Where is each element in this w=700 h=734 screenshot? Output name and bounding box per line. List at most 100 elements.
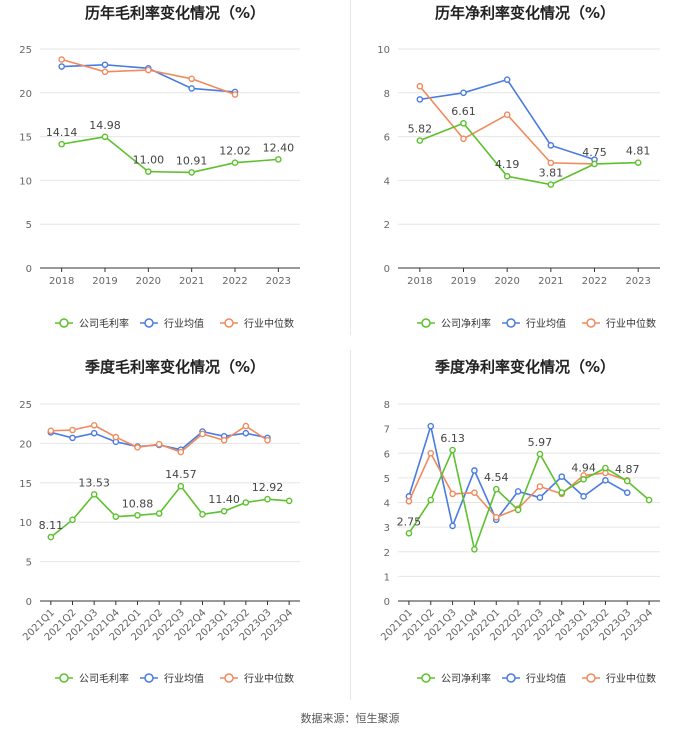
quarter-gross-ytick-label-0: 0: [26, 597, 32, 608]
annual-net-xtick-label-0: 2018: [407, 276, 432, 287]
quarter-gross-point-industry_avg-9: [242, 429, 250, 437]
annual-net-legend-label-industry_median: 行业中位数: [606, 317, 656, 330]
annual-net-ytick-label-1: 2: [384, 220, 390, 231]
vertical-divider-top: [350, 0, 351, 335]
quarter-net-point-company-9: [602, 464, 609, 472]
quarter-net-point-industry_avg-8: [580, 493, 587, 500]
annual-net-point-industry_median-1: [460, 135, 467, 143]
quarter-net-point-industry_median-6: [536, 483, 544, 490]
annual-gross-ytick-label-0: 0: [26, 264, 32, 275]
quarter-gross-point-industry_avg-1: [69, 434, 76, 442]
quarter-gross-legend-marker-industry_median: [224, 673, 234, 683]
annual-net-point-industry_median-2: [503, 111, 511, 118]
quarter-gross-series-line-company: [50, 484, 290, 538]
quarter-net-data-label-2: 6.13: [440, 432, 465, 445]
quarter-net-point-company-1: [427, 496, 435, 504]
annual-net-legend-marker-industry_avg: [506, 318, 516, 328]
annual-net-legend-marker-industry_median: [586, 318, 596, 328]
annual-net-ytick-label-0: 0: [384, 264, 390, 275]
quarter-net-point-industry_median-2: [449, 490, 456, 498]
annual-gross-point-company-5: [275, 156, 282, 163]
annual-gross-data-label-1: 14.98: [89, 119, 121, 132]
quarter-gross-point-company-5: [155, 510, 163, 517]
annual-net-ytick-label-5: 10: [377, 45, 390, 56]
quarter-net-point-industry_avg-9: [602, 477, 609, 484]
data-source-note: 数据来源：恒生聚源: [300, 712, 400, 725]
annual-gross-point-company-1: [101, 133, 109, 141]
annual-gross-point-industry_avg-1: [101, 61, 109, 69]
quarter-net-data-label-10: 4.87: [615, 463, 640, 476]
annual-net-point-company-3: [547, 181, 555, 188]
quarter-net-point-company-5: [514, 506, 522, 514]
quarter-gross-data-label-2: 13.53: [78, 476, 110, 489]
quarter-gross-point-company-1: [69, 516, 76, 524]
quarter-net-point-company-11: [645, 496, 653, 504]
annual-gross-legend-label-industry_avg: 行业均值: [164, 317, 204, 330]
quarter-gross-point-industry_median-10: [264, 436, 271, 444]
quarter-net-point-industry_median-3: [471, 489, 478, 496]
quarter-gross-legend-marker-industry_avg: [144, 673, 154, 683]
quarter-gross-point-industry_median-3: [112, 433, 120, 441]
quarter-net-legend-marker-industry_median: [586, 673, 596, 683]
quarter-gross-legend-label-company: 公司毛利率: [79, 672, 129, 685]
annual-gross-xtick-label-2: 2020: [136, 276, 161, 287]
annual-gross-data-label-5: 12.40: [263, 141, 295, 154]
quarter-gross-ytick-label-4: 20: [19, 439, 32, 450]
annual-gross-xtick-label-3: 2021: [179, 276, 204, 287]
annual-net-xtick-label-4: 2022: [582, 276, 607, 287]
quarter-net-legend-label-industry_median: 行业中位数: [606, 672, 656, 685]
quarter-net-legend-marker-company: [421, 673, 431, 683]
quarter-net-data-label-0: 2.75: [397, 515, 422, 528]
annual-net-data-label-3: 3.81: [539, 167, 564, 180]
quarter-net-data-label-6: 5.97: [528, 436, 553, 449]
annual-gross-point-industry_median-4: [231, 91, 239, 98]
quarter-gross-point-industry_avg-2: [90, 429, 98, 437]
quarter-gross-point-company-6: [177, 482, 185, 490]
annual-gross-xtick-label-1: 2019: [92, 276, 117, 287]
annual-net-point-company-1: [460, 119, 467, 127]
quarter-net-point-industry_avg-5: [514, 488, 522, 495]
annual-gross-point-industry_median-2: [145, 66, 152, 74]
annual-net-point-industry_avg-3: [547, 142, 555, 149]
annual-net-point-industry_median-3: [547, 159, 555, 167]
annual-gross-legend-label-company: 公司毛利率: [79, 317, 129, 330]
quarter-gross-point-industry_median-4: [134, 444, 141, 451]
annual-gross-title: 历年毛利率变化情况（%）: [85, 4, 265, 22]
quarter-net-point-industry_median-1: [427, 449, 435, 457]
quarter-gross-legend-marker-company: [59, 673, 69, 683]
annual-net-data-label-1: 6.61: [451, 105, 476, 118]
annual-gross-data-label-4: 12.02: [219, 145, 251, 158]
quarter-gross-legend-label-industry_avg: 行业均值: [164, 672, 204, 685]
quarter-net-point-industry_avg-2: [449, 522, 456, 530]
annual-net-series-line-company: [419, 122, 639, 186]
quarter-gross-point-company-2: [90, 491, 98, 498]
annual-gross-point-industry_median-0: [58, 56, 65, 63]
quarter-gross-point-company-7: [199, 511, 206, 518]
annual-net-point-industry_median-0: [416, 82, 424, 90]
annual-net-point-industry_avg-1: [460, 89, 467, 97]
quarter-net-ytick-label-7: 7: [384, 425, 390, 436]
annual-net-point-company-2: [503, 172, 511, 180]
quarter-net-point-industry_avg-7: [558, 473, 566, 480]
quarter-net-legend-marker-industry_avg: [506, 673, 516, 683]
quarter-gross-point-company-10: [264, 495, 271, 503]
annual-net-data-label-2: 4.19: [495, 158, 520, 171]
annual-gross-point-industry_avg-3: [188, 85, 195, 92]
quarter-net-series-line-company: [408, 447, 650, 553]
annual-net-series-line-industry_avg: [419, 78, 595, 161]
quarter-gross-point-company-8: [220, 507, 228, 515]
quarter-net-point-company-8: [580, 476, 587, 483]
annual-gross-series-line-company: [61, 135, 279, 174]
quarter-net-point-company-2: [449, 446, 456, 454]
quarter-net-data-label-4: 4.54: [484, 471, 509, 484]
quarter-net-ytick-label-0: 0: [384, 597, 390, 608]
annual-gross-xtick-label-0: 2018: [49, 276, 74, 287]
annual-net-ytick-label-4: 8: [384, 89, 390, 100]
annual-net-xtick-label-5: 2023: [625, 276, 650, 287]
quarter-gross-point-industry_median-9: [242, 422, 250, 430]
quarter-net-title: 季度净利率变化情况（%）: [435, 358, 615, 376]
quarter-net-point-company-7: [558, 489, 566, 496]
quarter-net-data-label-8: 4.94: [571, 461, 596, 474]
annual-net-series-line-industry_median: [419, 85, 595, 165]
quarter-gross-point-industry_median-2: [90, 421, 98, 429]
